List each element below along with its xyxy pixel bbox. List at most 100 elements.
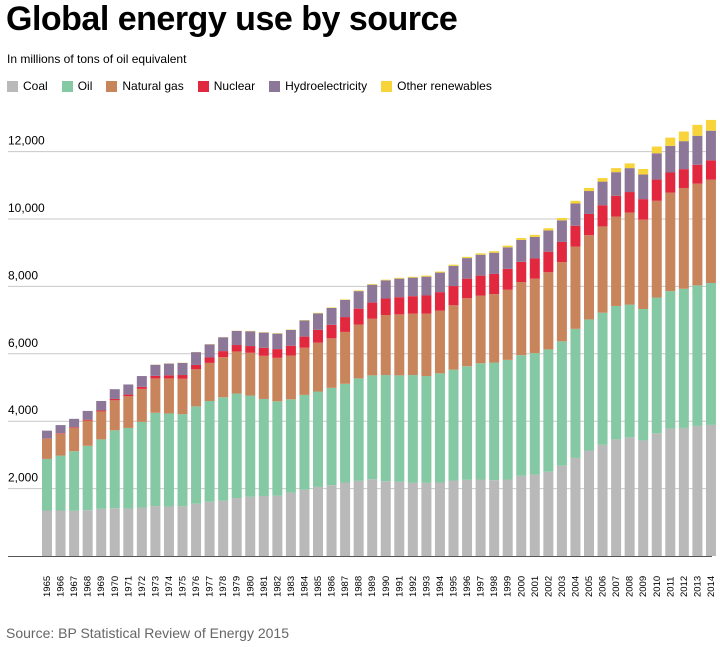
- bar-segment-hydroelectricity: [123, 384, 134, 395]
- bar-stack-2003: [556, 217, 567, 556]
- bar-segment-hydroelectricity: [326, 307, 337, 325]
- bar-segment-coal: [678, 427, 689, 556]
- bar-segment-natural-gas: [448, 305, 459, 370]
- bar-segment-nuclear: [678, 169, 689, 188]
- x-tick-label: 1986: [327, 576, 338, 597]
- bar-segment-coal: [353, 480, 364, 556]
- bar-segment-hydroelectricity: [109, 389, 120, 399]
- x-tick-label: 1966: [56, 576, 67, 597]
- bar-segment-nuclear: [556, 241, 567, 263]
- legend-item-oil: Oil: [61, 79, 92, 93]
- bar-stack-1986: [326, 307, 337, 556]
- bar-segment-natural-gas: [462, 298, 473, 367]
- bar-segment-nuclear: [191, 364, 202, 370]
- bar-segment-nuclear: [340, 317, 351, 332]
- x-tick-label: 1971: [123, 576, 134, 597]
- bar-stack-1973: [150, 364, 161, 556]
- x-tick-label: 1969: [96, 576, 107, 597]
- bar-segment-natural-gas: [163, 378, 174, 414]
- bar-segment-other-renewables: [543, 228, 554, 231]
- bar-segment-oil: [326, 387, 337, 486]
- bar-segment-hydroelectricity: [177, 362, 188, 376]
- bar-segment-oil: [123, 427, 134, 509]
- bar-segment-oil: [475, 363, 486, 480]
- x-tick-label: 1972: [137, 576, 148, 597]
- bar-segment-oil: [584, 319, 594, 451]
- bar-stack-1998: [489, 251, 500, 556]
- bar-segment-nuclear: [705, 160, 716, 180]
- bar-segment-natural-gas: [326, 338, 337, 388]
- x-tick-label: 1983: [286, 576, 297, 597]
- source-note: Source: BP Statistical Review of Energy …: [6, 625, 290, 641]
- bar-segment-nuclear: [529, 258, 540, 279]
- bar-segment-nuclear: [285, 345, 296, 356]
- bar-segment-nuclear: [163, 375, 174, 379]
- bar-stack-1972: [136, 376, 147, 556]
- bar-segment-oil: [285, 399, 296, 493]
- bar-segment-oil: [340, 383, 351, 483]
- bar-segment-oil: [692, 285, 703, 426]
- bars: [42, 119, 716, 556]
- bar-segment-natural-gas: [109, 400, 120, 431]
- bar-stack-1968: [82, 410, 93, 556]
- legend-item-coal: Coal: [7, 79, 48, 93]
- bar-segment-nuclear: [462, 278, 473, 299]
- bar-segment-coal: [638, 440, 649, 556]
- legend-swatch-natural-gas: [106, 80, 118, 92]
- bar-stack-2005: [584, 188, 594, 556]
- bar-segment-oil: [42, 458, 52, 511]
- bar-segment-nuclear: [584, 213, 594, 236]
- bar-segment-hydroelectricity: [502, 247, 513, 269]
- bar-segment-hydroelectricity: [285, 329, 296, 346]
- bar-segment-hydroelectricity: [475, 254, 486, 276]
- bar-segment-hydroelectricity: [231, 330, 242, 346]
- x-tick-label: 1978: [218, 576, 229, 597]
- bar-segment-natural-gas: [245, 352, 256, 396]
- bar-segment-natural-gas: [313, 342, 323, 392]
- bar-segment-hydroelectricity: [353, 291, 364, 309]
- bar-segment-hydroelectricity: [570, 203, 581, 226]
- bar-segment-natural-gas: [340, 331, 351, 384]
- bar-segment-coal: [191, 503, 202, 556]
- legend-swatch-other-renewables: [381, 80, 393, 92]
- bar-stack-1975: [177, 362, 188, 556]
- bar-segment-hydroelectricity: [299, 320, 310, 337]
- x-tick-label: 1981: [259, 576, 270, 597]
- x-tick-label: 1984: [299, 576, 310, 597]
- bar-segment-nuclear: [136, 386, 147, 389]
- bar-segment-nuclear: [326, 324, 337, 339]
- bar-segment-coal: [502, 479, 513, 556]
- bar-segment-natural-gas: [529, 278, 540, 354]
- bar-segment-nuclear: [624, 192, 635, 213]
- bar-stack-1990: [380, 279, 391, 556]
- bar-segment-natural-gas: [570, 246, 581, 329]
- bar-segment-hydroelectricity: [340, 299, 351, 318]
- bar-stack-2008: [624, 163, 635, 556]
- legend-item-nuclear: Nuclear: [197, 79, 256, 93]
- bar-segment-hydroelectricity: [69, 418, 80, 428]
- bar-segment-hydroelectricity: [136, 376, 147, 387]
- bar-segment-oil: [218, 397, 229, 501]
- bar-stack-1971: [123, 384, 134, 556]
- legend-label-other-renewables: Other renewables: [397, 79, 492, 93]
- bar-segment-other-renewables: [340, 299, 351, 300]
- bar-segment-natural-gas: [218, 357, 229, 398]
- bar-segment-hydroelectricity: [597, 181, 608, 206]
- bar-stack-1970: [109, 389, 120, 556]
- bar-segment-nuclear: [380, 298, 391, 316]
- bar-segment-coal: [462, 479, 473, 556]
- bar-segment-oil: [191, 406, 202, 504]
- bar-segment-coal: [326, 485, 337, 556]
- bar-segment-oil: [394, 375, 405, 482]
- y-tick-label: 8,000: [8, 268, 38, 282]
- bar-segment-coal: [340, 482, 351, 556]
- legend-label-nuclear: Nuclear: [213, 79, 256, 93]
- bar-segment-coal: [597, 444, 608, 556]
- bar-segment-hydroelectricity: [611, 172, 622, 196]
- bar-segment-natural-gas: [421, 313, 432, 377]
- bar-stack-1977: [204, 344, 215, 556]
- bar-segment-coal: [692, 425, 703, 556]
- bar-segment-natural-gas: [692, 183, 703, 286]
- bar-segment-coal: [285, 492, 296, 556]
- x-tick-label: 1977: [205, 576, 216, 597]
